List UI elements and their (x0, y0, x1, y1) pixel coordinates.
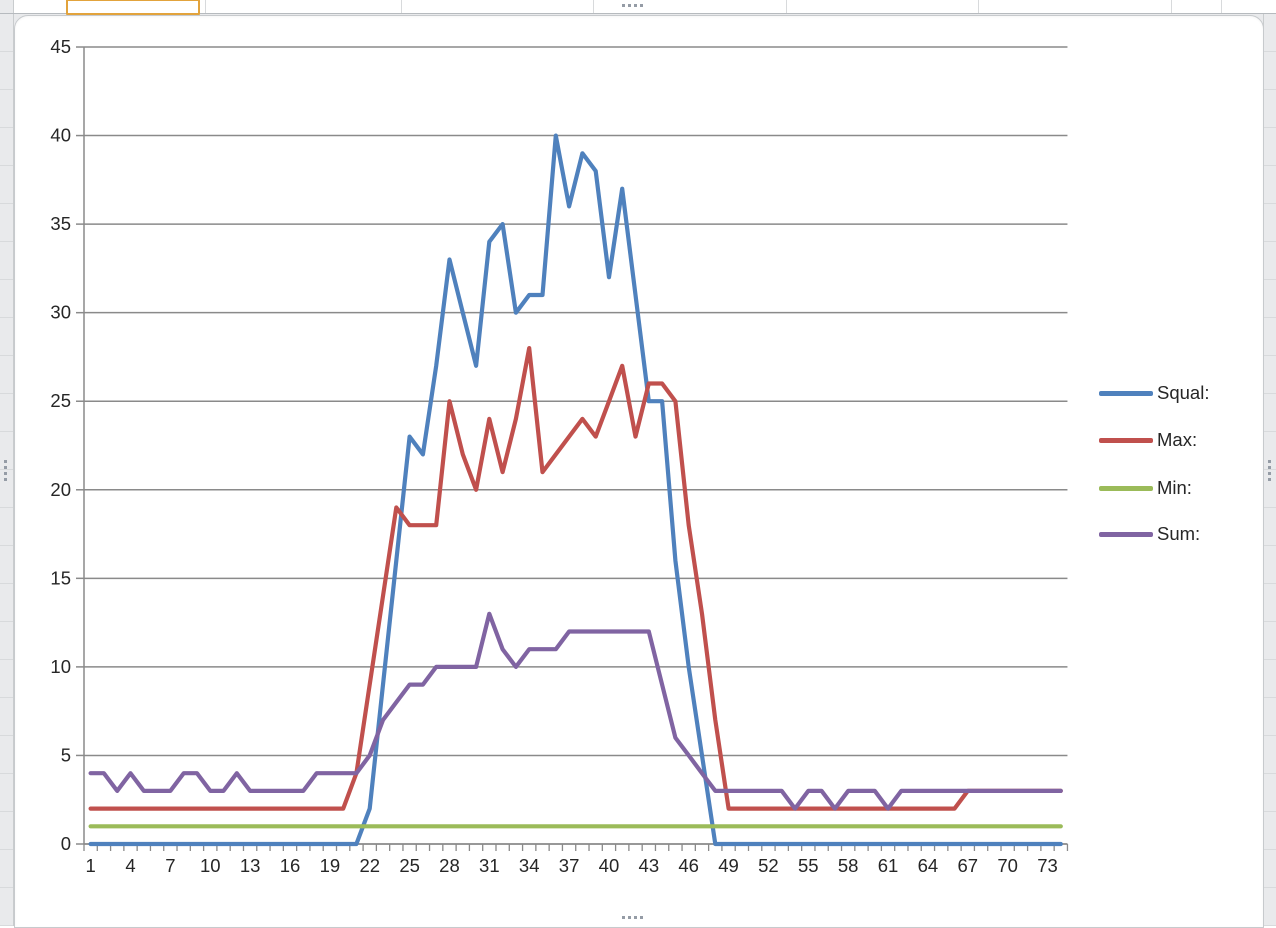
legend-item-max[interactable]: Max: (1099, 428, 1197, 452)
series-line-squal[interactable] (88, 133, 1063, 847)
x-tick-label-16: 16 (280, 855, 301, 876)
y-tick-label-20: 20 (50, 479, 71, 500)
selected-cell-outline[interactable] (66, 0, 200, 15)
x-tick-label-34: 34 (519, 855, 540, 876)
y-tick-label-35: 35 (50, 213, 71, 234)
x-tick-label-10: 10 (200, 855, 221, 876)
x-tick-label-4: 4 (125, 855, 135, 876)
spreadsheet-left-column[interactable] (0, 14, 14, 926)
y-tick-label-40: 40 (50, 125, 71, 146)
x-tick-label-7: 7 (165, 855, 175, 876)
y-tick-label-5: 5 (61, 744, 71, 765)
legend-label-min: Min: (1157, 477, 1192, 498)
legend-swatch-min (1099, 485, 1153, 491)
x-tick-label-58: 58 (838, 855, 859, 876)
chart-handle-left[interactable] (4, 460, 7, 482)
x-tick-label-55: 55 (798, 855, 819, 876)
y-tick-label-25: 25 (50, 390, 71, 411)
x-tick-label-61: 61 (878, 855, 899, 876)
legend-item-sum[interactable]: Sum: (1099, 522, 1200, 546)
legend-swatch-squal (1099, 390, 1153, 396)
y-tick-label-10: 10 (50, 656, 71, 677)
chart-svg: 0 5 10 15 20 25 30 35 40 45 1 4 7 10 13 16 19 22 25 28 31 34 3… (50, 36, 1069, 876)
spreadsheet-corner-cell (0, 0, 14, 13)
x-tick-label-52: 52 (758, 855, 779, 876)
legend-swatch-max (1099, 437, 1153, 443)
x-tick-label-13: 13 (240, 855, 261, 876)
legend-label-sum: Sum: (1157, 523, 1201, 544)
legend-label-max: Max: (1157, 429, 1198, 450)
legend-item-squal[interactable]: Squal: (1099, 381, 1209, 405)
chart-handle-bottom[interactable] (622, 916, 644, 919)
chart-handle-right[interactable] (1268, 460, 1271, 482)
x-tick-label-31: 31 (479, 855, 500, 876)
series-line-max[interactable] (88, 346, 1063, 811)
x-tick-label-73: 73 (1037, 855, 1058, 876)
chart-object[interactable]: 0 5 10 15 20 25 30 35 40 45 1 4 7 10 13 16 19 22 25 28 31 34 3… (14, 15, 1264, 928)
y-tick-label-45: 45 (50, 36, 71, 57)
legend-item-min[interactable]: Min: (1099, 476, 1192, 500)
spreadsheet-top-row[interactable] (0, 0, 1276, 15)
x-tick-label-25: 25 (399, 855, 420, 876)
y-tick-label-0: 0 (61, 833, 71, 854)
x-tick-label-49: 49 (718, 855, 739, 876)
x-tick-label-19: 19 (320, 855, 341, 876)
x-tick-label-67: 67 (957, 855, 978, 876)
x-tick-label-46: 46 (678, 855, 699, 876)
x-tick-label-1: 1 (85, 855, 95, 876)
x-tick-label-37: 37 (559, 855, 580, 876)
x-tick-label-22: 22 (359, 855, 380, 876)
x-tick-label-40: 40 (599, 855, 620, 876)
legend-label-squal: Squal: (1157, 382, 1210, 403)
legend-swatch-sum (1099, 531, 1153, 537)
y-tick-label-15: 15 (50, 567, 71, 588)
chart-handle-top[interactable] (622, 4, 644, 7)
x-tick-label-28: 28 (439, 855, 460, 876)
x-tick-label-64: 64 (918, 855, 939, 876)
x-tick-label-43: 43 (639, 855, 660, 876)
series-line-sum[interactable] (88, 611, 1063, 811)
x-tick-label-70: 70 (997, 855, 1018, 876)
y-tick-label-30: 30 (50, 302, 71, 323)
